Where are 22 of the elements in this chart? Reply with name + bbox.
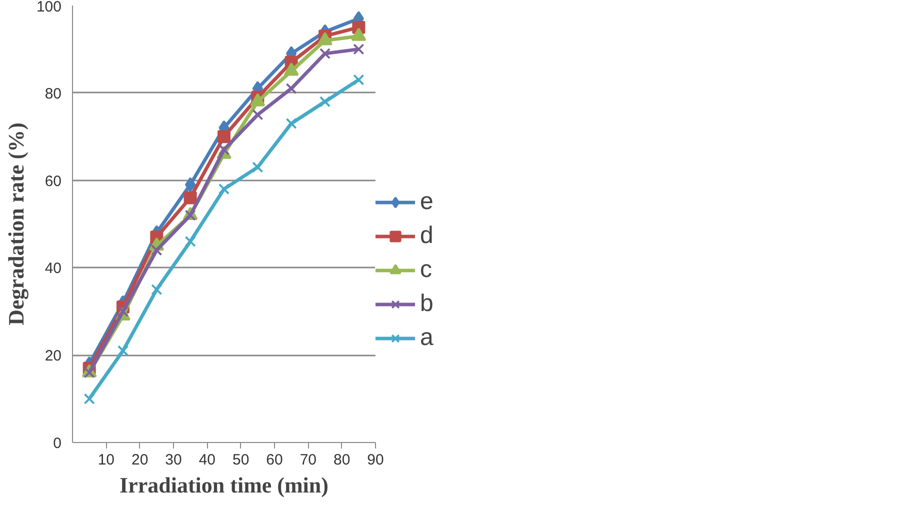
y-tick-label: 40 xyxy=(44,260,62,278)
legend-label: a xyxy=(420,324,434,352)
legend-label: e xyxy=(420,188,434,216)
x-tick-label: 80 xyxy=(333,452,350,468)
x-tick-label: 60 xyxy=(266,452,283,468)
y-tick-label: 100 xyxy=(36,0,62,16)
x-tick-label: 50 xyxy=(232,452,250,468)
legend-label: b xyxy=(420,290,434,318)
legend-label: c xyxy=(420,256,433,284)
y-axis-title: Degradation rate (%) xyxy=(3,122,28,326)
x-axis-title: Irradiation time (min) xyxy=(120,472,328,498)
y-tick-label: 60 xyxy=(44,172,62,190)
x-tick-label: 40 xyxy=(198,452,216,468)
legend-label: d xyxy=(420,222,434,250)
x-tick-label: 90 xyxy=(367,452,384,468)
x-tick-label: 70 xyxy=(300,452,317,468)
x-tick-label: 10 xyxy=(98,452,115,468)
x-tick-label: 20 xyxy=(131,452,148,468)
y-tick-label: 80 xyxy=(44,85,62,102)
x-tick-label: 30 xyxy=(165,452,182,468)
y-tick-label: 20 xyxy=(44,348,62,365)
y-tick-label: 0 xyxy=(53,435,62,452)
